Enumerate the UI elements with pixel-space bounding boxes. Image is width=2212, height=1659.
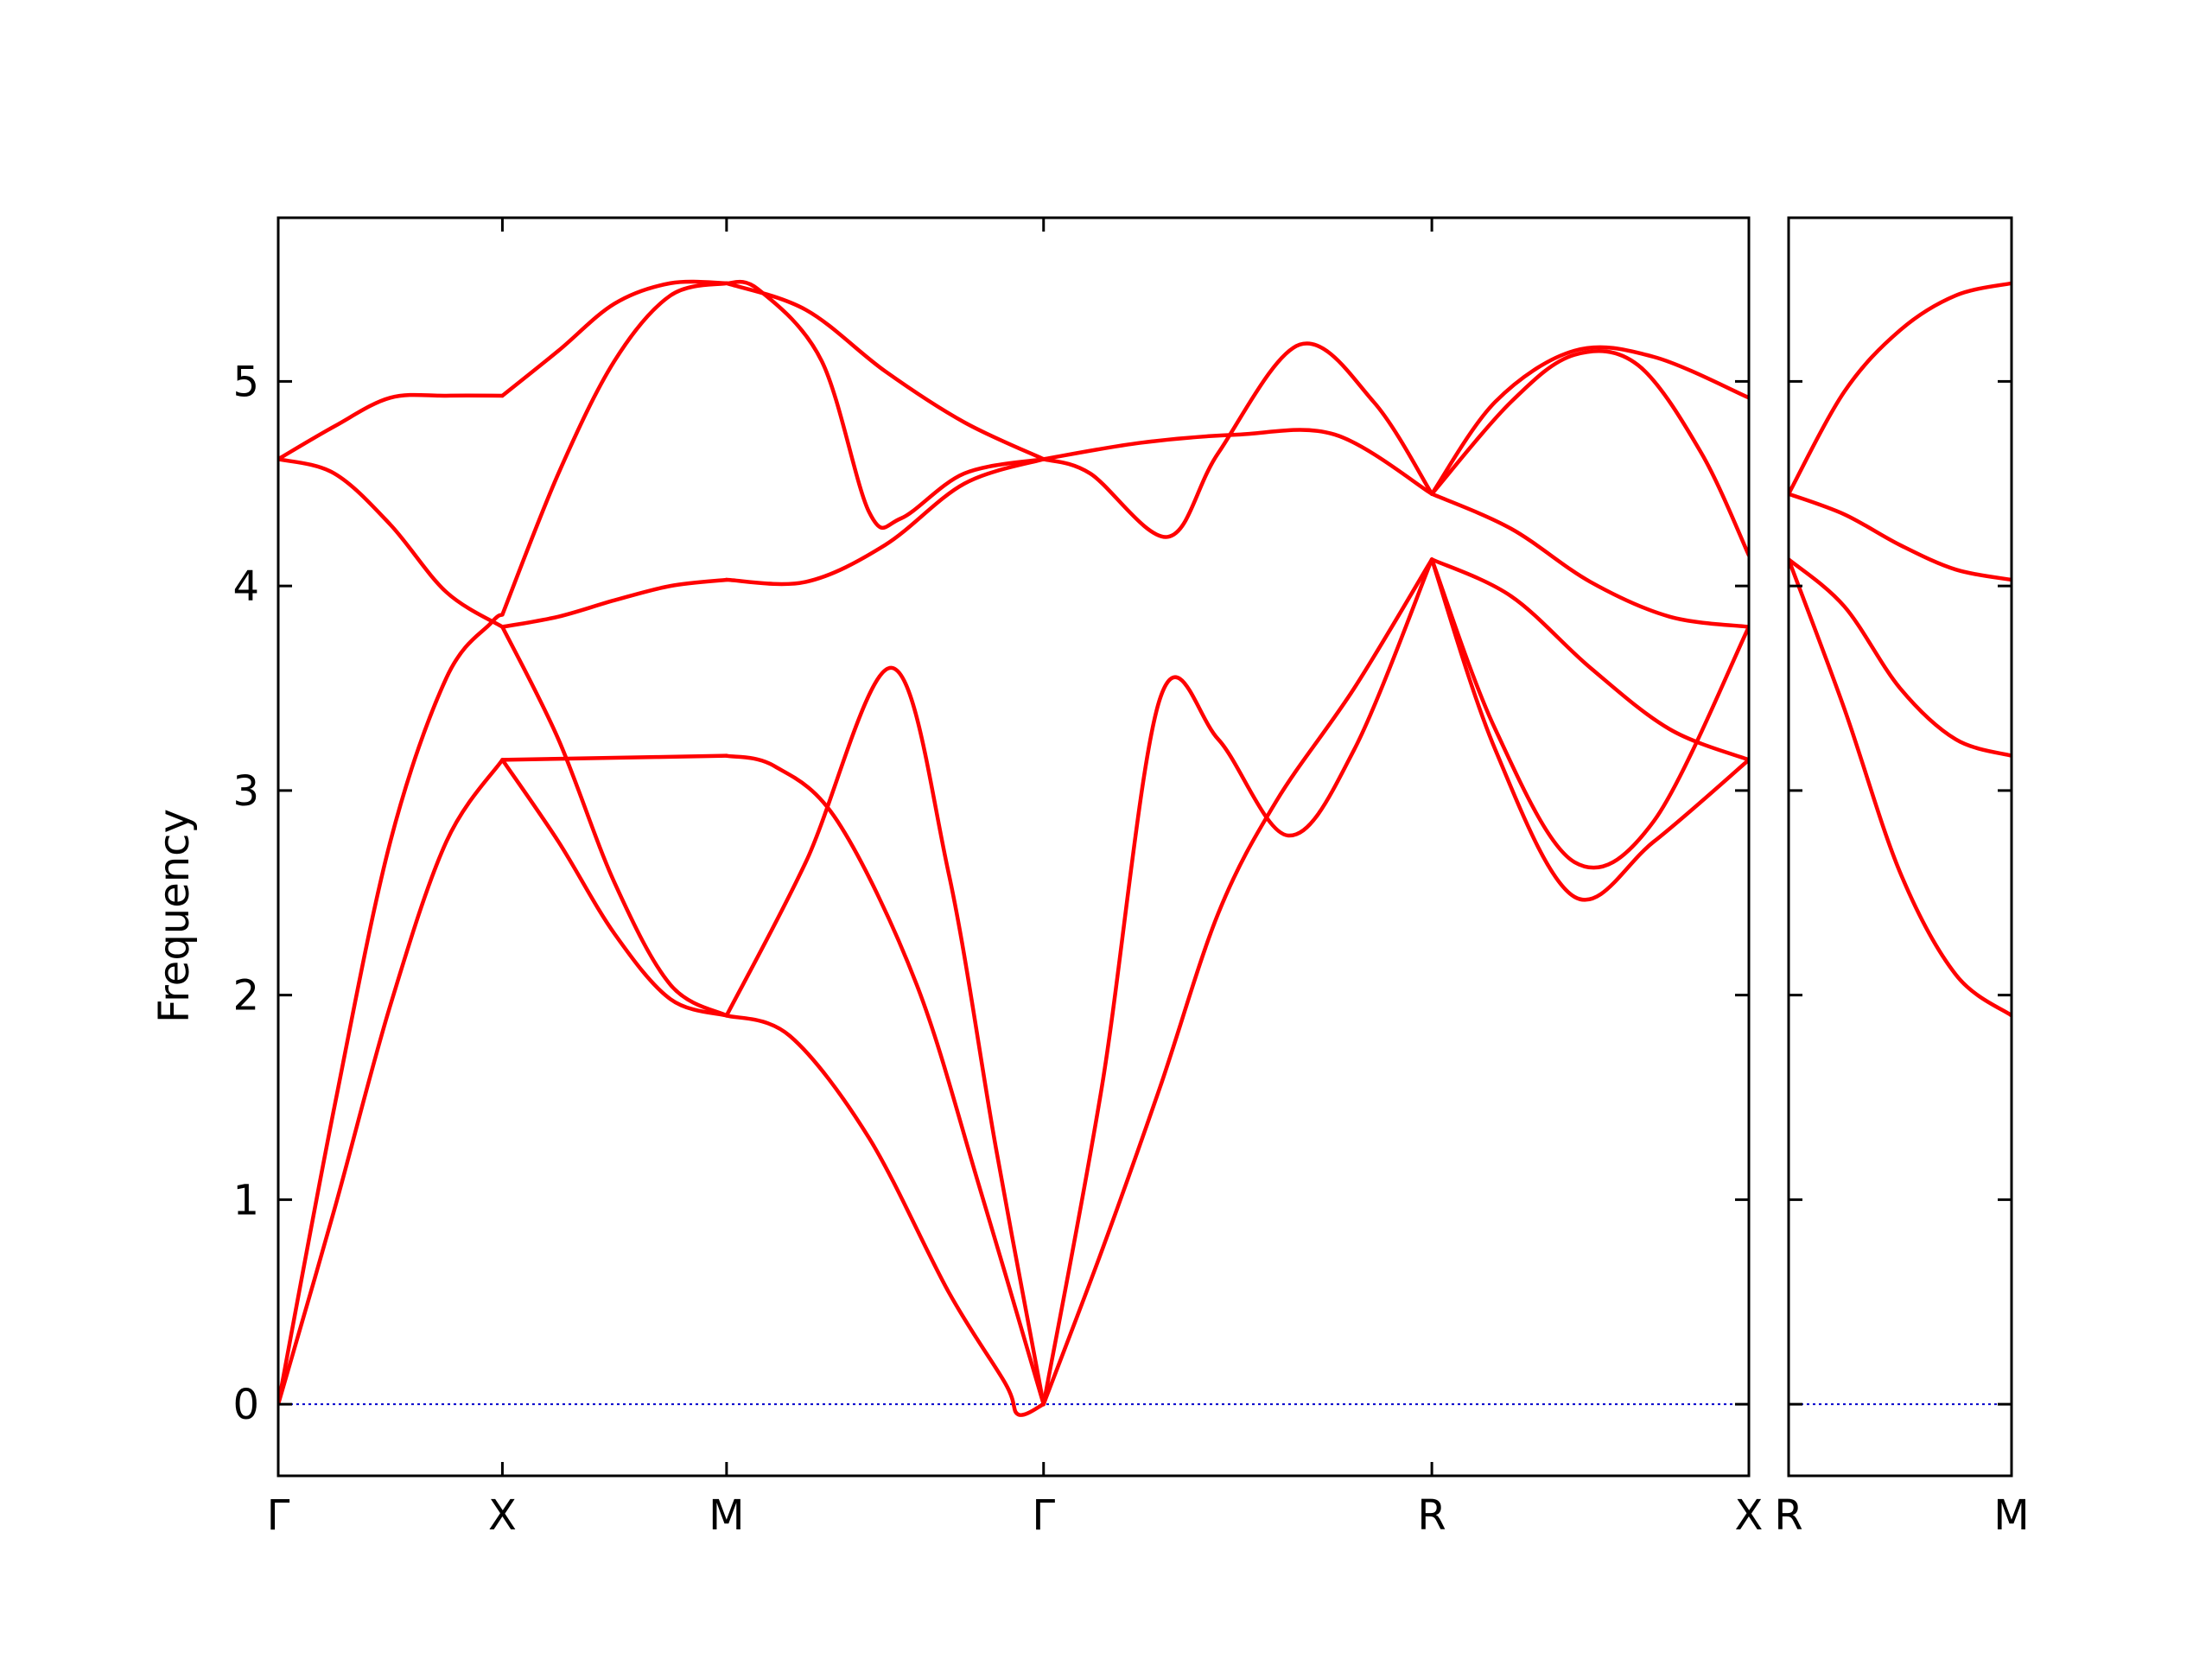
y-tick-label: 4 (232, 563, 259, 611)
bands (1789, 281, 2012, 1018)
plot-frame (276, 216, 1751, 1478)
band-line-8 (500, 758, 729, 1018)
x-tick-label: R (1774, 1491, 1802, 1540)
band-line-3 (278, 758, 505, 1407)
y-axis-label: Frequency (150, 809, 199, 1023)
band-line-13 (724, 665, 1046, 1407)
x-tick-label: R (1417, 1491, 1446, 1540)
y-tick-label: 5 (232, 358, 259, 406)
band-line-23 (1429, 557, 1749, 762)
band-line-27 (1789, 492, 2012, 582)
band-line-6 (500, 577, 729, 629)
band-line-19 (1041, 557, 1434, 1407)
band-line-1 (278, 457, 505, 629)
band-line-17 (1041, 341, 1434, 539)
band-line-14 (724, 753, 1046, 1407)
x-tick-label: M (1993, 1491, 2029, 1540)
band-line-28 (1789, 557, 2012, 758)
band-line-21 (1429, 345, 1749, 496)
band-line-18 (1041, 557, 1434, 1407)
y-tick-label: 2 (232, 972, 259, 1020)
band-line-16 (1041, 428, 1434, 496)
bands (278, 279, 1749, 1417)
band-line-25 (1429, 557, 1749, 902)
band-line-26 (1789, 281, 2012, 496)
band-line-7 (500, 625, 729, 1018)
band-line-10 (724, 279, 1046, 531)
x-tick-label: M (709, 1491, 744, 1540)
x-tick-label: X (1735, 1491, 1764, 1540)
band-line-0 (278, 392, 505, 461)
plot-frame (1787, 216, 2013, 1478)
band-line-29 (1789, 557, 2012, 1018)
x-tick-label: Γ (1032, 1491, 1055, 1540)
band-line-15 (724, 1014, 1046, 1417)
band-line-2 (278, 613, 505, 1407)
y-tick-label: 1 (232, 1176, 259, 1224)
band-line-5 (500, 281, 729, 617)
band-line-11 (724, 281, 1046, 461)
band-line-20 (1429, 349, 1749, 557)
band-line-22 (1429, 492, 1749, 629)
y-tick-label: 3 (232, 767, 259, 816)
panel-main: 0 1 2 3 4 5 Γ X M Γ R X (232, 216, 1764, 1540)
band-line-12 (724, 457, 1046, 587)
x-tick-label: X (488, 1491, 517, 1540)
band-line-4 (500, 279, 729, 398)
band-line-24 (1429, 557, 1749, 870)
x-tick-label: Γ (267, 1491, 290, 1540)
band-line-9 (500, 753, 729, 762)
y-tick-label: 0 (232, 1381, 259, 1429)
